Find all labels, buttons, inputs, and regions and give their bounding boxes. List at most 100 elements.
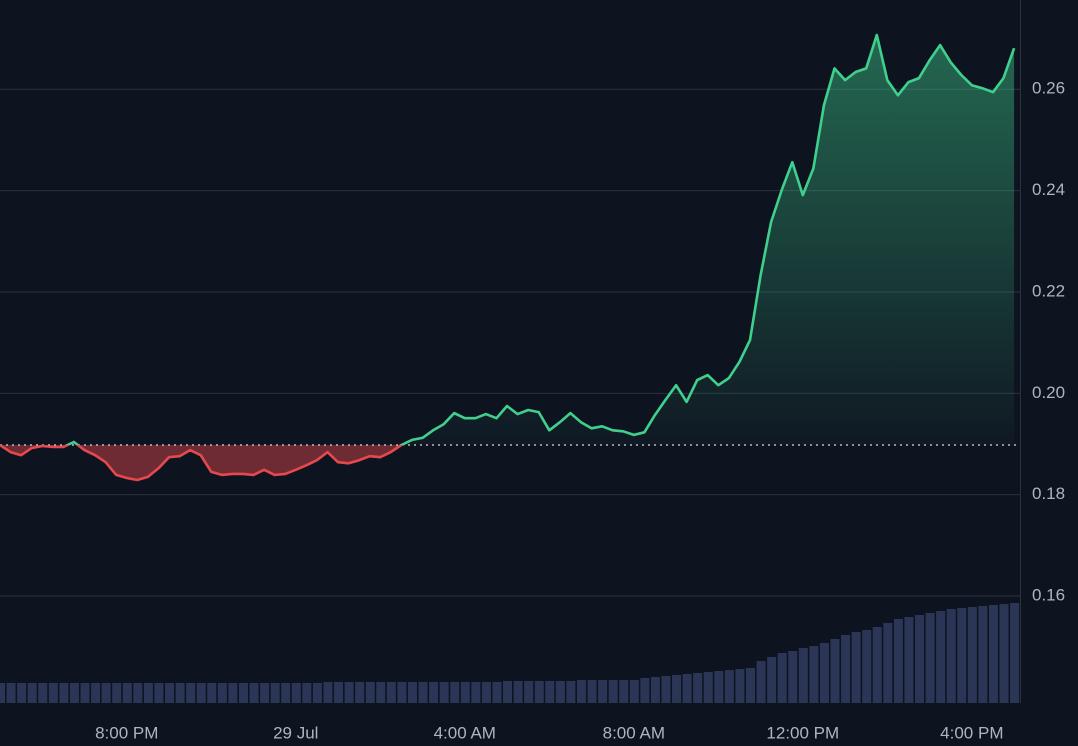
volume-bar — [650, 677, 660, 703]
volume-bar — [978, 606, 988, 703]
volume-bar — [186, 683, 196, 703]
y-tick-label: 0.18 — [1032, 484, 1065, 503]
volume-bar — [904, 617, 914, 703]
volume-bar — [788, 651, 798, 703]
y-tick-label: 0.22 — [1032, 281, 1065, 300]
volume-bar — [682, 674, 692, 703]
volume-bar — [724, 670, 734, 703]
volume-bar — [492, 682, 502, 703]
volume-bar — [154, 683, 164, 703]
volume-bar — [851, 632, 861, 703]
volume-bar — [735, 669, 745, 703]
volume-bar — [714, 671, 724, 703]
volume-bar — [80, 683, 90, 703]
volume-bar — [967, 607, 977, 703]
x-tick-label: 4:00 AM — [434, 723, 496, 742]
volume-bar — [513, 681, 523, 703]
volume-bar — [936, 611, 946, 703]
volume-bar — [767, 657, 777, 703]
volume-bar — [207, 683, 217, 703]
volume-bar — [429, 682, 439, 703]
volume-bar — [629, 680, 639, 703]
volume-bar — [238, 683, 248, 703]
volume-bar — [165, 683, 175, 703]
x-tick-label: 12:00 PM — [766, 723, 839, 742]
y-tick-label: 0.20 — [1032, 383, 1065, 402]
volume-bar — [196, 683, 206, 703]
volume-bar — [376, 682, 386, 703]
volume-bar — [17, 683, 27, 703]
volume-bar — [365, 682, 375, 703]
volume-bar — [576, 680, 586, 703]
volume-bar — [555, 681, 565, 703]
volume-bar — [883, 623, 893, 703]
volume-bar — [291, 683, 301, 703]
price-line — [0, 33, 1016, 482]
volume-bar — [587, 680, 597, 703]
volume-bar — [999, 604, 1009, 703]
volume-bar — [798, 648, 808, 703]
volume-bar — [915, 615, 925, 703]
volume-bar — [471, 682, 481, 703]
volume-bar — [69, 683, 79, 703]
volume-bar — [38, 683, 48, 703]
volume-bar — [893, 619, 903, 703]
volume-bar — [777, 653, 787, 703]
volume-bar — [693, 673, 703, 703]
volume-bar — [217, 683, 227, 703]
x-tick-label: 29 Jul — [273, 723, 318, 742]
volume-bar — [312, 683, 322, 703]
volume-bar — [703, 672, 713, 703]
volume-bar — [957, 608, 967, 703]
volume-bar — [6, 683, 16, 703]
volume-bar — [925, 613, 935, 703]
volume-bar — [672, 675, 682, 703]
volume-bar — [112, 683, 122, 703]
volume-bar — [566, 681, 576, 703]
volume-bar — [481, 682, 491, 703]
volume-bar — [228, 683, 238, 703]
y-tick-label: 0.16 — [1032, 586, 1065, 605]
volume-bar — [397, 682, 407, 703]
volume-bar — [756, 661, 766, 703]
volume-bar — [48, 683, 58, 703]
volume-bar — [260, 683, 270, 703]
volume-bar — [841, 635, 851, 703]
volume-bar — [91, 683, 101, 703]
volume-bar — [281, 683, 291, 703]
volume-bar — [746, 668, 755, 703]
volume-bar — [59, 683, 69, 703]
volume-bar — [334, 682, 344, 703]
volume-bar — [545, 681, 555, 703]
x-tick-label: 4:00 PM — [940, 723, 1003, 742]
volume-bar — [640, 678, 650, 703]
volume-bar — [101, 683, 111, 703]
x-tick-label: 8:00 PM — [95, 723, 158, 742]
volume-bar — [439, 682, 449, 703]
volume-bar — [988, 605, 998, 703]
volume-bar — [598, 680, 608, 703]
volume-bar — [661, 676, 671, 703]
volume-bar — [175, 683, 185, 703]
volume-bar — [862, 630, 872, 703]
volume-bar — [143, 683, 153, 703]
price-area — [0, 35, 1015, 480]
volume-bar — [270, 683, 280, 703]
volume-bar — [946, 609, 956, 703]
volume-bar — [27, 683, 37, 703]
volume-bar — [249, 683, 259, 703]
volume-bar — [407, 682, 417, 703]
x-tick-label: 8:00 AM — [603, 723, 665, 742]
volume-bar — [534, 681, 544, 703]
volume-bar — [619, 680, 629, 703]
volume-bar — [503, 681, 513, 703]
volume-bar — [386, 682, 396, 703]
volume-bar — [608, 680, 618, 703]
volume-bar — [524, 681, 534, 703]
volume-bar — [133, 683, 143, 703]
volume-bar — [302, 683, 312, 703]
volume-bar — [809, 646, 819, 703]
volume-bar — [460, 682, 470, 703]
